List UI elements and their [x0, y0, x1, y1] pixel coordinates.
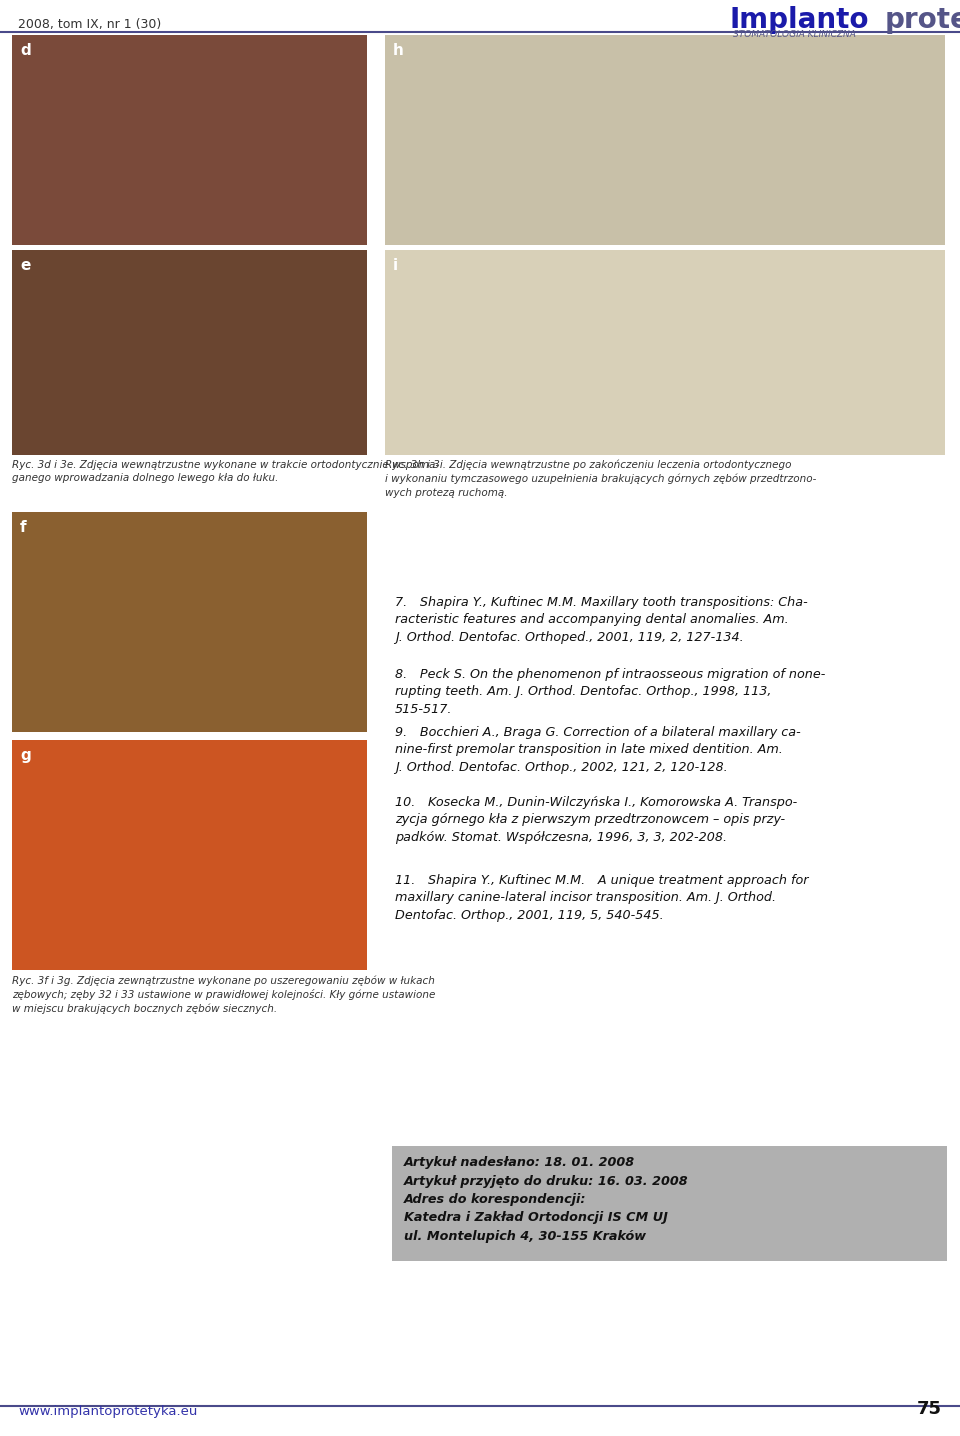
FancyBboxPatch shape [385, 34, 945, 246]
Text: Bocchieri A., Braga G.: Bocchieri A., Braga G. [417, 727, 566, 740]
Text: Shapira Y., Kuftinec M.M.: Shapira Y., Kuftinec M.M. [417, 596, 584, 609]
FancyBboxPatch shape [12, 250, 367, 455]
Text: 2008, tom IX, nr 1 (30): 2008, tom IX, nr 1 (30) [18, 19, 161, 32]
FancyBboxPatch shape [385, 556, 950, 1035]
Text: f: f [20, 520, 27, 536]
Text: Peck S.: Peck S. [417, 668, 468, 681]
Text: 7.: 7. [395, 596, 408, 609]
Text: 7. Shapira Y., Kuftinec M.M. Maxillary tooth transpositions: Cha-
racteristic fe: 7. Shapira Y., Kuftinec M.M. Maxillary t… [395, 596, 807, 643]
Text: Bocchieri A., Braga G.: Bocchieri A., Braga G. [417, 727, 566, 740]
FancyBboxPatch shape [12, 34, 367, 246]
Text: 8. Peck S. On the phenomenon pf intraosseous migration of none-
rupting teeth. A: 8. Peck S. On the phenomenon pf intraoss… [395, 668, 826, 717]
FancyBboxPatch shape [12, 513, 367, 732]
Text: 10. Kosecka M., Dunin-Wilczyńska I., Komorowska A. Transpo-
zycja górnego kła z : 10. Kosecka M., Dunin-Wilczyńska I., Kom… [395, 796, 797, 844]
Text: 9.: 9. [395, 727, 407, 740]
Text: Kosecka M., Dunin-Wilczyńska I., Komorowska A.: Kosecka M., Dunin-Wilczyńska I., Komorow… [417, 798, 742, 811]
FancyBboxPatch shape [385, 250, 945, 455]
Text: 10.: 10. [395, 798, 416, 811]
Text: e: e [20, 258, 31, 273]
Text: g: g [20, 748, 31, 763]
Text: 9. Bocchieri A., Braga G. Correction of a bilateral maxillary ca-
nine-first pre: 9. Bocchieri A., Braga G. Correction of … [395, 727, 801, 774]
Text: Implanto: Implanto [730, 6, 870, 34]
Text: protetyka: protetyka [885, 6, 960, 34]
Text: Ryc. 3f i 3g. Zdjęcia zewnątrzustne wykonane po uszeregowaniu zębów w łukach
zęb: Ryc. 3f i 3g. Zdjęcia zewnątrzustne wyko… [12, 975, 436, 1014]
Text: Kosecka M., Dunin-Wilczyńska I., Komorowska A.: Kosecka M., Dunin-Wilczyńska I., Komorow… [417, 798, 742, 811]
Text: Shapira Y., Kuftinec M.M.: Shapira Y., Kuftinec M.M. [417, 877, 588, 890]
Text: h: h [393, 43, 404, 57]
Text: www.implantoprotetyka.eu: www.implantoprotetyka.eu [18, 1404, 198, 1417]
Text: Ryc. 3d i 3e. Zdjęcia wewnątrzustne wykonane w trakcie ortodontycznie wspoma-
ga: Ryc. 3d i 3e. Zdjęcia wewnątrzustne wyko… [12, 460, 439, 482]
Text: 11.: 11. [395, 877, 416, 890]
FancyBboxPatch shape [392, 1146, 947, 1261]
Text: d: d [20, 43, 31, 57]
FancyBboxPatch shape [12, 740, 367, 969]
Text: Peck S.: Peck S. [417, 668, 468, 681]
Text: 8.: 8. [395, 668, 407, 681]
Text: Shapira Y., Kuftinec M.M.: Shapira Y., Kuftinec M.M. [417, 596, 584, 609]
Text: 11. Shapira Y., Kuftinec M.M. A unique treatment approach for
maxillary canine-l: 11. Shapira Y., Kuftinec M.M. A unique t… [395, 875, 808, 922]
Text: i: i [393, 258, 398, 273]
Text: Artykuł nadesłano: 18. 01. 2008
Artykuł przyjęto do druku: 16. 03. 2008
Adres do: Artykuł nadesłano: 18. 01. 2008 Artykuł … [404, 1156, 688, 1244]
Text: Shapira Y., Kuftinec M.M.: Shapira Y., Kuftinec M.M. [417, 877, 588, 890]
Text: Ryc. 3h i 3i. Zdjęcia wewnątrzustne po zakończeniu leczenia ortodontycznego
i wy: Ryc. 3h i 3i. Zdjęcia wewnątrzustne po z… [385, 460, 816, 498]
Text: 75: 75 [917, 1400, 942, 1417]
Text: STOMATOLOGIA KLINICZNA: STOMATOLOGIA KLINICZNA [733, 30, 856, 39]
